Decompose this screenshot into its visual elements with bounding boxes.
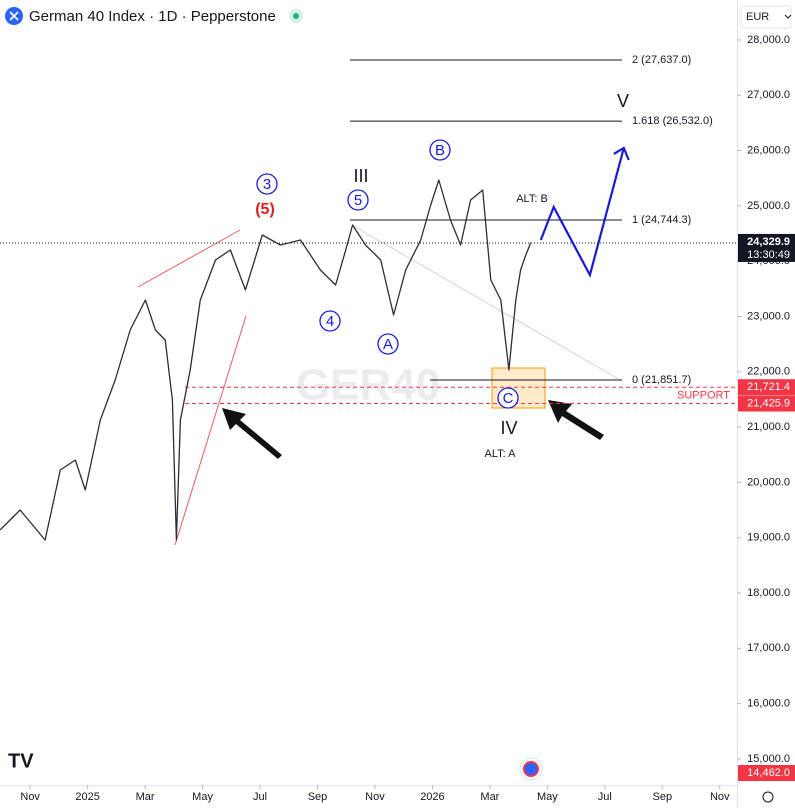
y-tick-label: 19,000.0 [747,532,790,544]
annotations: GER40 [137,224,623,546]
arrow [548,400,604,440]
chart-title: German 40 Index · 1D · Pepperstone [29,8,276,25]
fib-label: 0 (21,851.7) [632,374,691,386]
wedge-line [174,315,247,546]
x-tick-label: Nov [365,791,385,803]
wave-circle [429,139,451,161]
arrow [222,408,282,459]
fib-label: 1 (24,744.3) [632,214,691,226]
price-line [0,179,532,541]
logo: TV [8,750,34,772]
wedge-line [137,229,241,288]
x-tick-label: Sep [308,791,328,803]
y-tick-label: 15,000.0 [747,753,790,765]
y-tick-label: 16,000.0 [747,698,790,710]
currency-caret [784,14,792,19]
x-tick-label: Nov [20,791,40,803]
wave-label: IV [500,418,517,438]
x-tick-label: 2026 [420,791,444,803]
x-tick-label: Sep [653,791,673,803]
y-tick-label: 26,000.0 [747,144,790,156]
price-badge [738,395,795,412]
wave-circle [497,387,519,409]
wave-circle [377,333,399,355]
x-tick-label: Jul [253,791,267,803]
price-badge [738,233,795,262]
y-tick-label: 23,000.0 [747,310,790,322]
status-dot [293,13,299,19]
y-tick-label: 21,000.0 [747,421,790,433]
x-tick-label: May [537,791,558,803]
x-tick-label: Jul [598,791,612,803]
wave-label: ALT: A [485,448,517,460]
countdown-label: 13:30:49 [747,249,790,261]
y-tick-label: 22,000.0 [747,366,790,378]
wave-label: 4 [326,313,334,330]
watermark: GER40 [296,361,440,410]
wave-label: 3 [263,176,271,193]
y-tick-label: 27,000.0 [747,89,790,101]
x-tick-label: Mar [480,791,499,803]
fib-label: 1.618 (26,532.0) [632,115,713,127]
support-label: SUPPORT [677,389,730,401]
wave-label: ALT: B [516,193,548,205]
projection-arrowhead [613,146,630,161]
support-price-label: 21,721.4 [747,381,790,393]
wave-label: A [383,336,393,353]
y-tick-label: 28,000.0 [747,34,790,46]
wave-label: C [503,390,514,407]
news-icon [523,761,539,777]
trend-line [351,224,623,382]
y-tick-label: 20,000.0 [747,476,790,488]
price-badge [738,765,795,781]
last-price-label: 24,329.9 [747,236,790,248]
wave-label: III [353,166,368,186]
y-tick-label: 18,000.0 [747,587,790,599]
y-tick-label: 25,000.0 [747,200,790,212]
wave-label: (5) [255,201,275,218]
wave-label: 5 [354,192,362,209]
x-tick-label: Mar [136,791,155,803]
support-price-label: 21,425.9 [747,397,790,409]
wave-label: V [617,91,629,111]
x-tick-label: 2025 [75,791,99,803]
currency[interactable]: EUR [746,11,769,23]
low-price-label: 14,462.0 [747,767,790,779]
projection-line [539,147,625,278]
x-tick-label: May [192,791,213,803]
wave-label: B [435,142,445,159]
settings-button[interactable] [762,791,774,803]
price-badge [738,379,795,396]
wave-circle [319,310,341,332]
wave-circle [256,173,278,195]
currency-button[interactable] [740,5,792,29]
fib-label: 2 (27,637.0) [632,54,691,66]
x-tick-label: Nov [710,791,730,803]
symbol-icon-mark [9,11,19,21]
wave-circle [347,189,369,211]
y-tick-label: 17,000.0 [747,642,790,654]
